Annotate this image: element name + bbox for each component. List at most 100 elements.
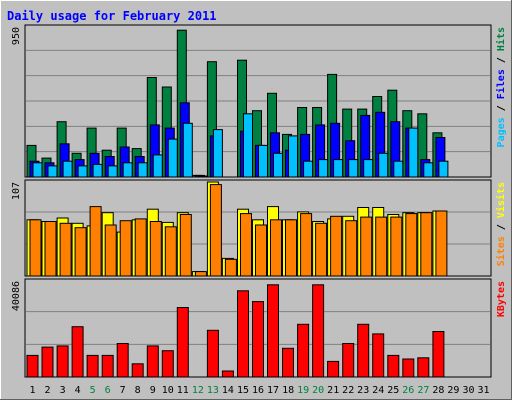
- x-tick-label: 14: [222, 385, 234, 396]
- x-tick-label: 1: [29, 385, 35, 396]
- bar-sites: [345, 220, 358, 277]
- x-tick-label: 19: [297, 385, 309, 396]
- bar-sites: [375, 216, 388, 277]
- y-max-label: 107: [11, 182, 22, 200]
- bar-kbytes: [71, 326, 84, 378]
- bar-kbytes: [432, 331, 445, 378]
- x-tick-label: 7: [120, 385, 126, 396]
- x-tick-label: 2: [44, 385, 50, 396]
- bar-pages: [243, 113, 253, 178]
- bar-pages: [77, 165, 88, 178]
- bar-sites: [134, 218, 147, 277]
- bar-pages: [378, 152, 389, 178]
- bar-sites: [164, 226, 177, 277]
- chart-panels: 950 Pages / Files / Hits 107 Sites / Visits…: [11, 24, 507, 378]
- right-axis-label-part: /: [496, 218, 507, 236]
- bar-pages: [122, 162, 133, 178]
- x-tick-label: 21: [327, 385, 339, 396]
- bar-sites: [390, 216, 403, 277]
- bar-sites: [149, 221, 162, 277]
- bar-kbytes: [402, 358, 415, 378]
- bar-sites: [44, 221, 57, 277]
- right-axis-label-part: Pages: [496, 117, 507, 147]
- x-tick-label: 29: [447, 385, 459, 396]
- bar-pages: [92, 163, 103, 178]
- x-tick-label: 4: [75, 385, 81, 396]
- bar-kbytes: [237, 290, 249, 378]
- y-max-label: 40086: [11, 281, 22, 311]
- bar-sites: [59, 222, 72, 277]
- bar-pages: [348, 159, 359, 178]
- x-tick-label: 22: [342, 385, 354, 396]
- right-axis-label: Sites / Visits: [495, 182, 507, 266]
- x-tick-label: 16: [252, 385, 264, 396]
- x-tick-label: 17: [267, 385, 279, 396]
- bar-kbytes: [86, 354, 99, 378]
- bar-pages: [258, 144, 268, 178]
- bar-sites: [119, 220, 132, 277]
- bar-pages: [47, 165, 58, 178]
- bar-kbytes: [327, 360, 340, 378]
- bar-pages: [182, 122, 193, 178]
- bar-kbytes: [206, 329, 219, 378]
- bar-pages: [303, 160, 314, 178]
- bar-pages: [167, 138, 178, 178]
- bar-kbytes: [267, 284, 279, 378]
- bar-pages: [137, 162, 148, 178]
- panel-top: 950 Pages / Files / Hits: [11, 24, 507, 178]
- right-axis-label-part: /: [496, 99, 507, 117]
- bar-sites: [255, 224, 267, 277]
- bar-kbytes: [372, 333, 385, 378]
- right-axis-label-part: Hits: [495, 27, 507, 51]
- bar-sites: [89, 206, 102, 277]
- bar-pages: [423, 162, 434, 178]
- bar-kbytes: [387, 354, 400, 378]
- bar-pages: [393, 160, 404, 178]
- x-tick-label: 15: [237, 385, 249, 396]
- x-tick-label: 24: [372, 385, 384, 396]
- bar-sites: [360, 216, 373, 277]
- x-tick-label: 26: [402, 385, 414, 396]
- bar-kbytes: [26, 354, 39, 378]
- bar-pages: [288, 135, 298, 178]
- x-tick-label: 20: [312, 385, 324, 396]
- bar-sites: [209, 184, 222, 277]
- x-tick-label: 27: [417, 385, 429, 396]
- x-tick-label: 31: [477, 385, 489, 396]
- bar-sites: [300, 213, 313, 277]
- bar-sites: [285, 219, 297, 277]
- right-axis-label: KBytes: [496, 281, 507, 317]
- bar-pages: [333, 159, 344, 178]
- bar-sites: [74, 227, 87, 277]
- bar-kbytes: [417, 357, 430, 378]
- y-max-label: 950: [11, 27, 22, 45]
- bar-pages: [212, 129, 223, 178]
- x-tick-label: 12: [192, 385, 204, 396]
- bar-pages: [32, 162, 43, 178]
- bar-kbytes: [41, 346, 54, 378]
- bar-pages: [318, 159, 329, 178]
- panel-middle: 107 Sites / Visits: [11, 179, 507, 277]
- x-tick-label: 18: [282, 385, 294, 396]
- bar-sites: [270, 219, 282, 277]
- bar-sites: [104, 224, 117, 277]
- x-tick-label: 11: [177, 385, 189, 396]
- bar-pages: [107, 165, 118, 178]
- bar-kbytes: [282, 347, 294, 378]
- bar-kbytes: [297, 323, 310, 378]
- x-tick-label: 3: [60, 385, 66, 396]
- x-tick-label: 23: [357, 385, 369, 396]
- bar-sites: [315, 222, 328, 277]
- bar-sites: [420, 212, 433, 277]
- bar-pages: [273, 152, 283, 178]
- bar-kbytes: [176, 307, 189, 378]
- right-axis-label-part: Sites: [495, 236, 507, 266]
- bar-sites: [330, 215, 343, 277]
- bar-kbytes: [56, 345, 69, 378]
- x-tick-label: 13: [207, 385, 219, 396]
- bar-pages: [363, 159, 374, 178]
- bar-kbytes: [357, 323, 370, 378]
- x-tick-label: 25: [387, 385, 399, 396]
- bar-kbytes: [146, 345, 159, 378]
